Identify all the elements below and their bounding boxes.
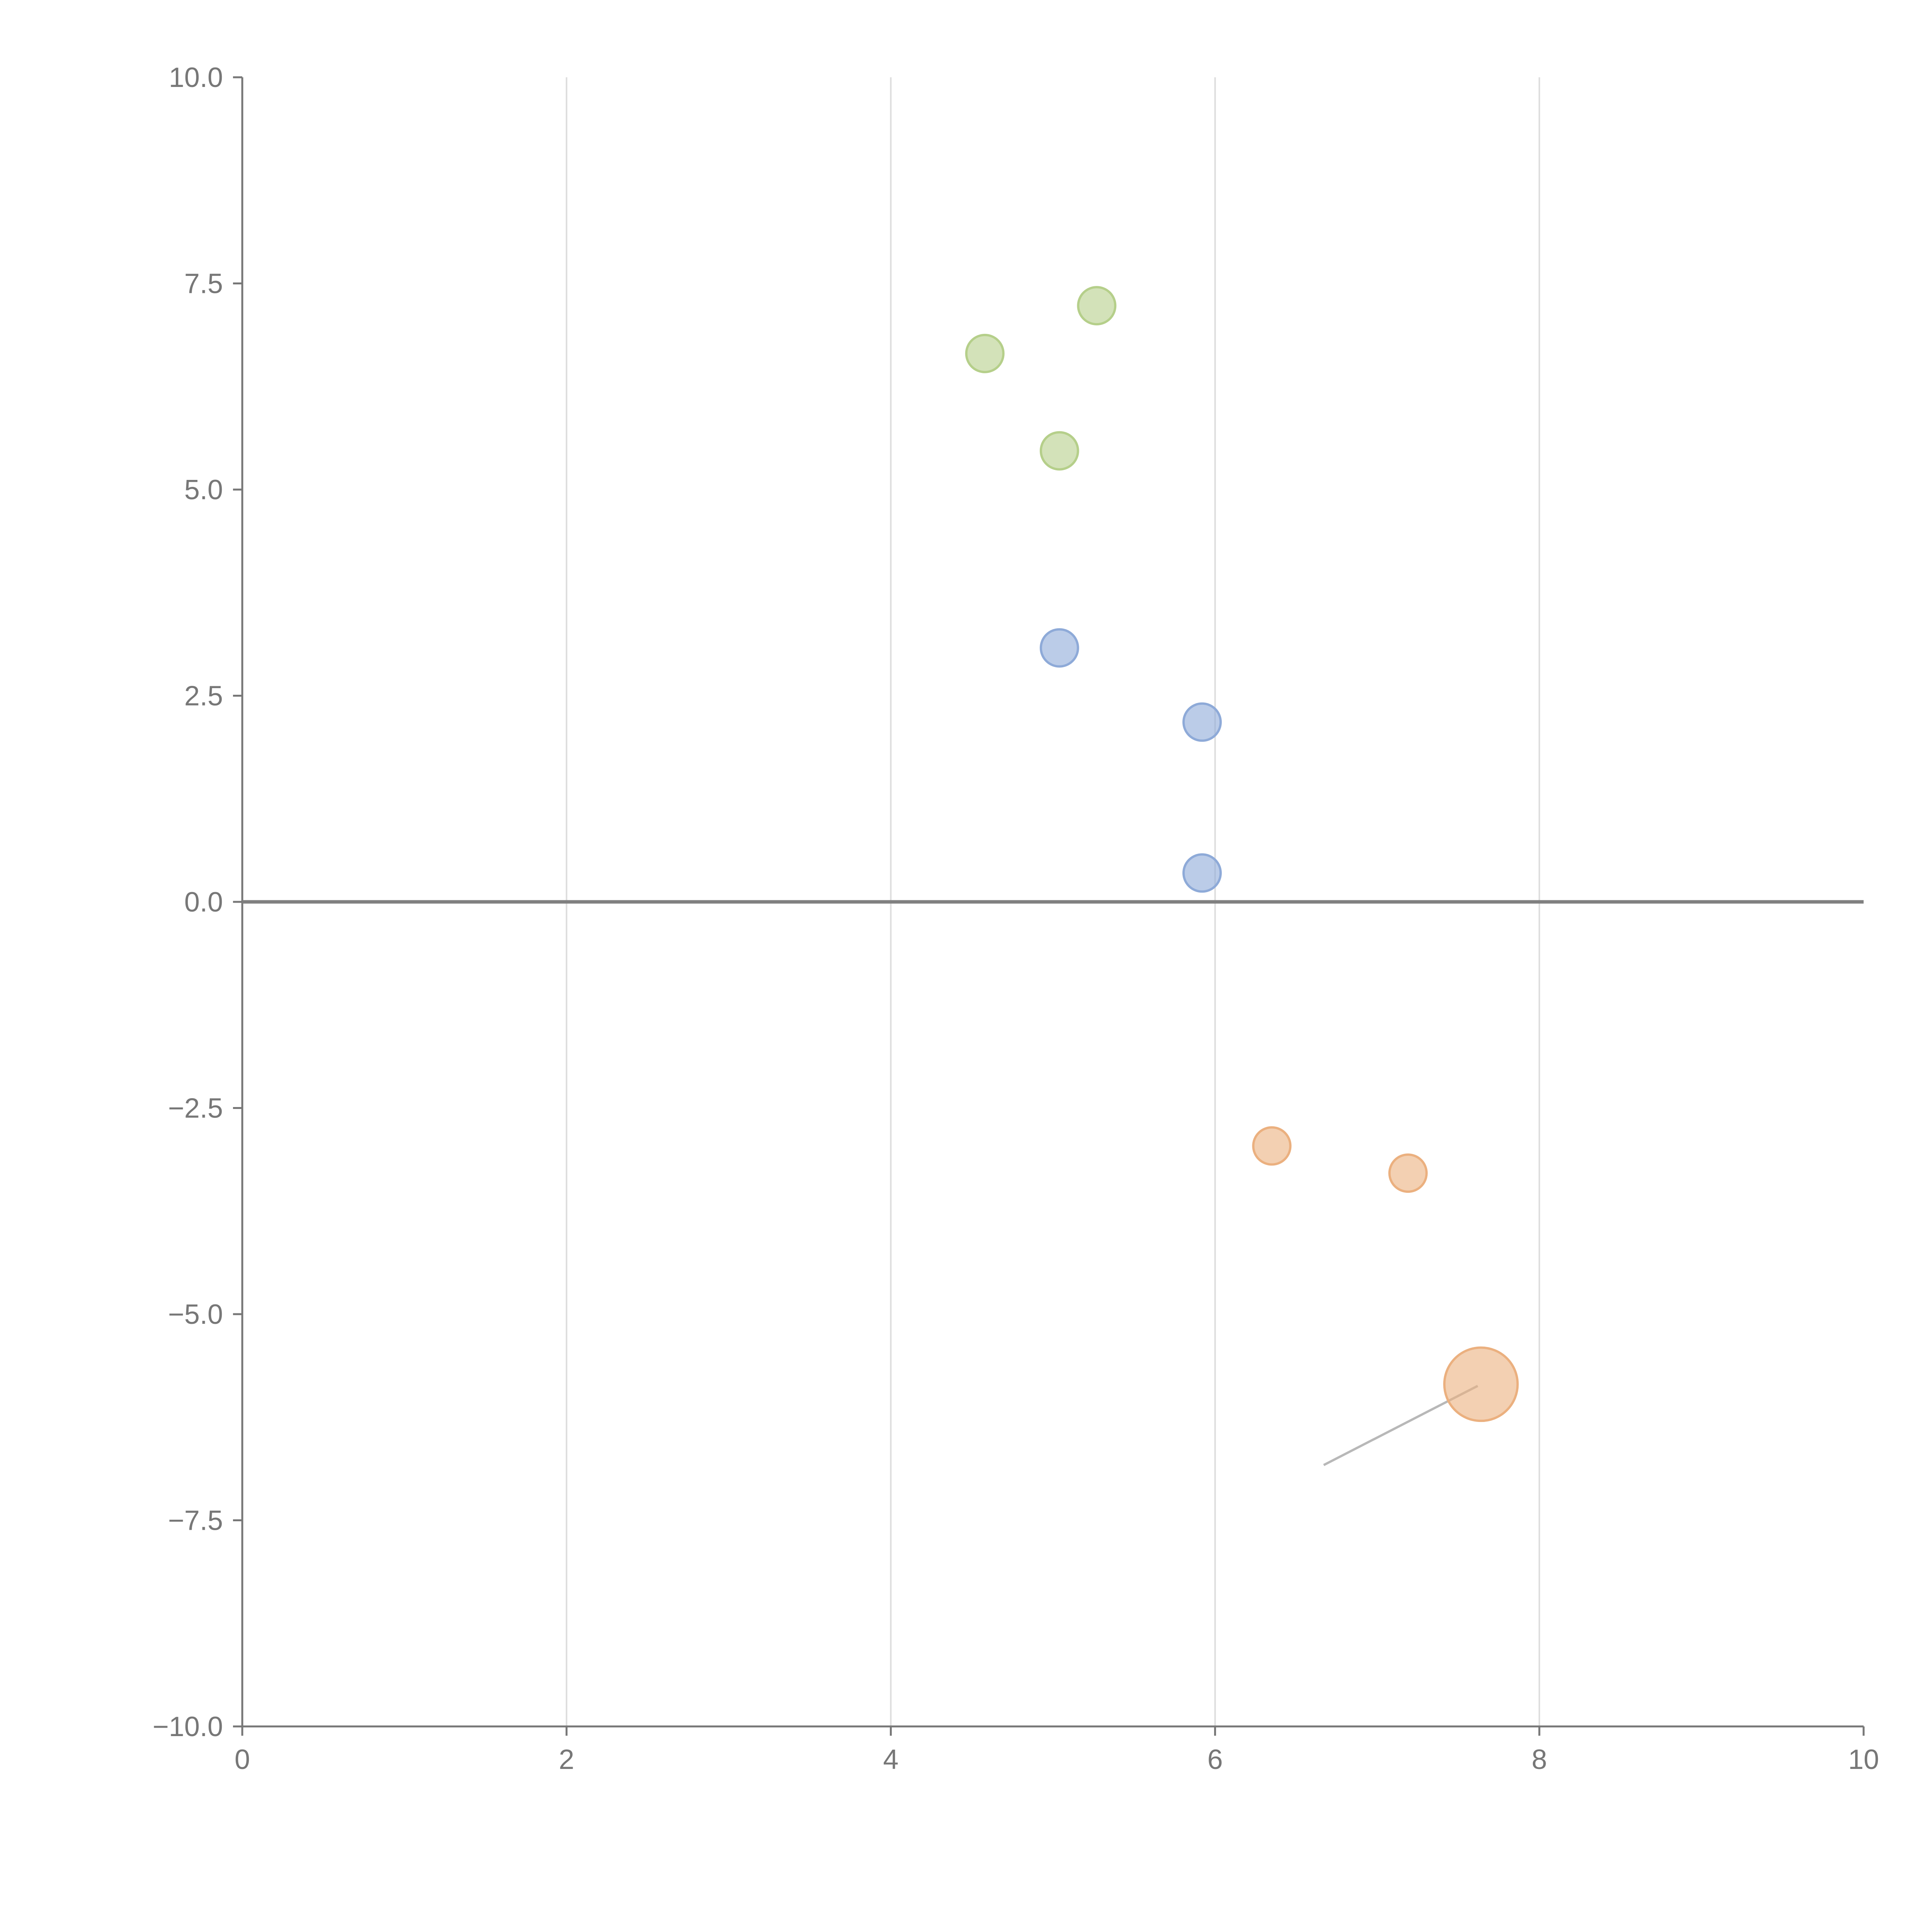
x-tick-label: 6 bbox=[1208, 1744, 1223, 1775]
point-orange-3 bbox=[1443, 1346, 1519, 1422]
y-tick-label: −7.5 bbox=[168, 1505, 223, 1536]
y-tick-label: −5.0 bbox=[168, 1299, 223, 1330]
y-tick-label: −10.0 bbox=[153, 1711, 223, 1742]
point-green-1 bbox=[965, 333, 1005, 373]
axes bbox=[233, 76, 1865, 1736]
x-tick-label: 8 bbox=[1532, 1744, 1547, 1775]
point-blue-3 bbox=[1182, 853, 1222, 893]
point-orange-2 bbox=[1388, 1153, 1428, 1193]
y-tick-label: −2.5 bbox=[168, 1093, 223, 1124]
x-tick-label: 10 bbox=[1848, 1744, 1879, 1775]
x-tick-label: 2 bbox=[559, 1744, 574, 1775]
point-blue-2 bbox=[1182, 702, 1222, 742]
data-points bbox=[965, 286, 1519, 1422]
tick-labels: 0 2 4 6 8 10 10.0 7.5 5.0 2.5 0.0 −2.5 −5.0 −7.5 −10.0 bbox=[153, 62, 1879, 1775]
x-tick-label: 0 bbox=[235, 1744, 250, 1775]
point-blue-1 bbox=[1039, 628, 1079, 668]
point-orange-1 bbox=[1252, 1126, 1292, 1166]
y-tick-label: 5.0 bbox=[184, 474, 223, 505]
y-tick-label: 10.0 bbox=[169, 62, 223, 93]
x-tick-label: 4 bbox=[883, 1744, 898, 1775]
y-tick-label: 0.0 bbox=[184, 887, 223, 918]
point-green-2 bbox=[1077, 286, 1117, 326]
point-green-3 bbox=[1039, 431, 1079, 471]
y-tick-label: 7.5 bbox=[184, 269, 223, 299]
y-tick-label: 2.5 bbox=[184, 681, 223, 712]
